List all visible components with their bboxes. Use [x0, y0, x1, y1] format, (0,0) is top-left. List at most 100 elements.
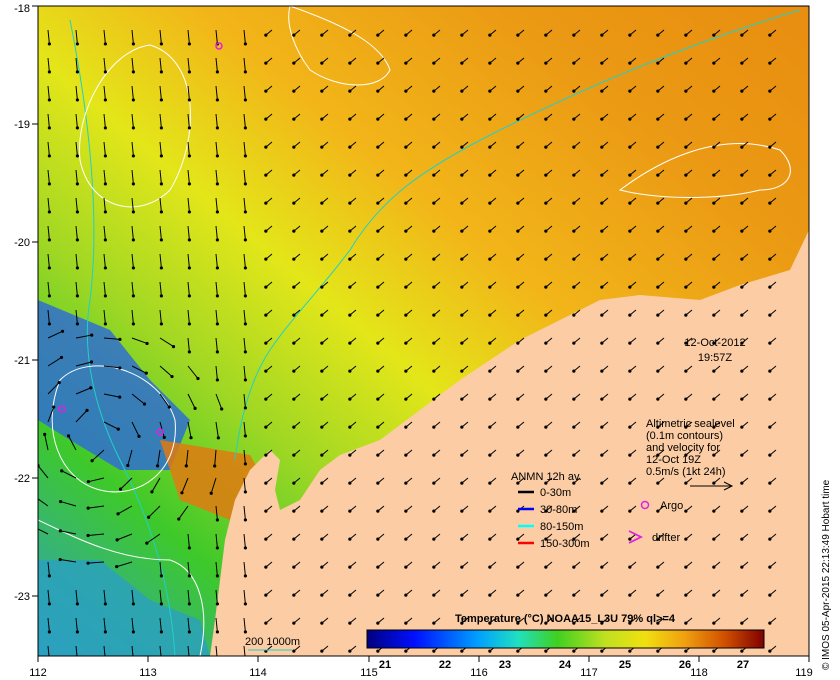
velocity-arrow-head: [684, 33, 688, 37]
velocity-arrow-head: [145, 341, 149, 346]
velocity-arrow-head: [115, 538, 119, 542]
velocity-arrow-head: [75, 602, 79, 606]
velocity-arrow: [187, 197, 190, 212]
velocity-arrow-head: [320, 313, 324, 317]
velocity-arrow-head: [320, 397, 324, 401]
velocity-arrow-head: [243, 238, 247, 242]
velocity-arrow: [103, 253, 106, 268]
velocity-arrow: [187, 113, 190, 128]
velocity-arrow-head: [243, 574, 247, 578]
velocity-arrow-head: [118, 337, 122, 342]
velocity-arrow: [131, 617, 134, 632]
velocity-arrow: [243, 617, 246, 632]
velocity-arrow-head: [544, 509, 548, 513]
velocity-arrow-head: [348, 453, 352, 457]
velocity-arrow-head: [600, 145, 604, 149]
velocity-arrow-head: [656, 313, 660, 317]
velocity-arrow-head: [684, 173, 688, 177]
anmn-legend: ANMN 12h av. 0-30m 30-80m 80-150m 150-30…: [511, 471, 683, 550]
velocity-arrow: [131, 645, 134, 656]
velocity-arrow-head: [488, 509, 492, 513]
velocity-arrow: [187, 309, 190, 324]
velocity-arrow-head: [600, 341, 604, 345]
velocity-arrow-head: [488, 145, 492, 149]
velocity-arrow-head: [177, 517, 181, 521]
velocity-arrow-head: [348, 621, 352, 625]
velocity-arrow: [243, 365, 246, 380]
velocity-arrow-head: [460, 117, 464, 121]
velocity-arrow-head: [544, 397, 548, 401]
velocity-arrow: [75, 334, 92, 339]
velocity-arrow-head: [243, 546, 247, 550]
velocity-arrow-head: [376, 369, 380, 373]
velocity-arrow-head: [600, 61, 604, 65]
velocity-arrow-head: [90, 333, 94, 337]
velocity-arrow: [159, 309, 162, 324]
velocity-arrow-head: [137, 434, 141, 438]
velocity-arrow-head: [213, 464, 217, 468]
velocity-arrow-head: [488, 313, 492, 317]
velocity-arrow-head: [103, 182, 107, 186]
velocity-arrow-head: [215, 630, 219, 634]
velocity-arrow: [47, 281, 50, 296]
velocity-arrow: [215, 365, 218, 380]
velocity-arrow: [215, 281, 218, 296]
velocity-arrow-head: [544, 117, 548, 121]
velocity-arrow: [103, 57, 106, 72]
velocity-arrow-head: [187, 266, 191, 270]
velocity-arrow-head: [600, 453, 604, 457]
velocity-arrow-head: [292, 201, 296, 205]
velocity-arrow-head: [131, 42, 135, 46]
colorbar-tick: 27: [737, 659, 749, 671]
velocity-arrow-head: [243, 126, 247, 130]
velocity-arrow-head: [142, 402, 147, 406]
velocity-arrow-head: [264, 621, 268, 625]
velocity-arrow-head: [243, 378, 247, 382]
velocity-arrow-head: [292, 117, 296, 121]
velocity-arrow-head: [600, 89, 604, 93]
velocity-arrow: [187, 253, 190, 268]
velocity-arrow-head: [47, 266, 51, 270]
velocity-arrow-head: [516, 481, 520, 485]
velocity-arrow-head: [292, 453, 296, 457]
velocity-arrow-head: [243, 630, 247, 634]
velocity-arrow: [243, 505, 246, 520]
velocity-arrow-head: [432, 397, 436, 401]
velocity-arrow-head: [488, 201, 492, 205]
velocity-arrow-head: [220, 407, 224, 411]
velocity-arrow: [75, 113, 78, 128]
velocity-arrow-head: [376, 61, 380, 65]
velocity-arrow-head: [572, 425, 576, 429]
velocity-arrow-head: [159, 126, 163, 130]
velocity-arrow-head: [544, 565, 548, 569]
velocity-arrow-head: [292, 229, 296, 233]
velocity-arrow-head: [404, 89, 408, 93]
velocity-arrow-head: [215, 546, 219, 550]
velocity-arrow-head: [712, 285, 716, 289]
velocity-arrow-head: [432, 117, 436, 121]
velocity-arrow: [103, 365, 120, 369]
velocity-arrow-head: [488, 229, 492, 233]
velocity-arrow-head: [215, 378, 219, 382]
velocity-arrow-head: [404, 117, 408, 121]
velocity-arrow-head: [488, 257, 492, 261]
velocity-arrow: [47, 57, 50, 72]
velocity-arrow: [159, 29, 162, 44]
velocity-arrow-head: [75, 294, 79, 298]
velocity-arrow-head: [768, 145, 772, 149]
velocity-arrow-head: [75, 266, 79, 270]
velocity-arrow-head: [628, 145, 632, 149]
velocity-arrow-head: [264, 33, 268, 37]
velocity-arrow-head: [544, 33, 548, 37]
velocity-arrow-head: [75, 630, 79, 634]
velocity-arrow: [243, 281, 246, 296]
velocity-arrow-head: [516, 453, 520, 457]
velocity-arrow-head: [460, 61, 464, 65]
velocity-arrow-head: [712, 201, 716, 205]
velocity-arrow-head: [320, 621, 324, 625]
velocity-arrow-head: [516, 229, 520, 233]
velocity-arrow-head: [376, 285, 380, 289]
velocity-arrow-head: [320, 33, 324, 37]
velocity-arrow-head: [488, 537, 492, 541]
velocity-arrow-head: [215, 98, 219, 102]
